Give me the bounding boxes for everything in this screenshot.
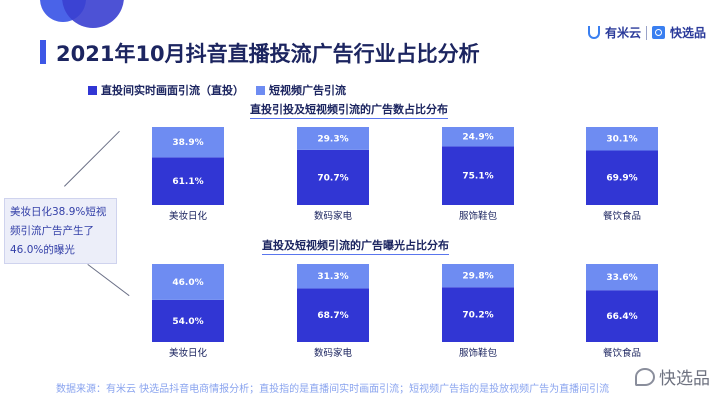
chart-2-value-food-direct: 66.4% [606, 312, 637, 322]
chart-2-title: 直投及短视频引流的广告曝光占比分布 [262, 237, 449, 255]
chart-2-bar-food-direct [586, 290, 658, 342]
chart-2-value-food-short-video: 33.6% [606, 273, 637, 283]
chart-1-value-food-direct: 69.9% [606, 174, 637, 184]
legend-label-direct: 直投间实时画面引流（直投） [101, 84, 244, 97]
chart-2-category-beauty: 美妆日化 [169, 347, 208, 359]
chart-1-bar-food-short-video [586, 127, 658, 151]
chart-2-value-apparel-direct: 70.2% [462, 311, 493, 321]
brand-logo: 有米云 快选品 [587, 24, 706, 41]
chart-2-bar-apparel-short-video [442, 264, 514, 288]
chart-2-bar-digital-direct [297, 288, 369, 342]
chart-1-bar-beauty-direct [152, 157, 224, 205]
chart-1-bar-digital-short-video [297, 127, 369, 150]
chart-1-value-digital-short-video: 29.3% [317, 134, 348, 144]
page-title: 2021年10月抖音直播投流广告行业占比分析 [56, 42, 480, 66]
chart-1-bar-beauty-short-video [152, 127, 224, 158]
watermark-text: 快选品 [659, 369, 710, 389]
kuaixuanpin-logo-icon [651, 26, 665, 39]
brand-divider [645, 25, 647, 40]
chart-2-value-apparel-short-video: 29.8% [462, 272, 493, 282]
annotation-note: 美妆日化38.9%短视频引流广告产生了46.0%的曝光 [4, 198, 117, 264]
chart-1-value-beauty-direct: 61.1% [172, 177, 203, 187]
chart-2-category-apparel: 服饰鞋包 [459, 347, 498, 359]
chart-1-category-food: 餐饮食品 [603, 210, 641, 222]
chart-2-value-digital-short-video: 31.3% [317, 272, 348, 282]
chart-1-value-beauty-short-video: 38.9% [172, 138, 203, 148]
chart-1-value-apparel-short-video: 24.9% [462, 133, 493, 143]
youmi-logo-icon [587, 26, 600, 39]
legend-item-short-video: 短视频广告引流 [256, 82, 346, 98]
chart-2-bar-food-short-video [586, 264, 658, 291]
legend-item-direct: 直投间实时画面引流（直投） [88, 82, 244, 98]
chart-2-value-digital-direct: 68.7% [317, 311, 348, 321]
brand-left-name: 有米云 [604, 26, 641, 40]
title-accent-bar [40, 40, 46, 64]
wechat-icon [635, 367, 655, 386]
chart-2-bar-apparel-direct [442, 287, 514, 342]
chart-2-category-digital: 数码家电 [314, 347, 353, 359]
chart-2-category-food: 餐饮食品 [603, 347, 641, 359]
chart-2-bar-beauty-short-video [152, 264, 224, 300]
chart-2-value-beauty-short-video: 46.0% [172, 278, 203, 288]
chart-1-category-digital: 数码家电 [314, 210, 353, 222]
chart-2-bar-beauty-direct [152, 299, 224, 342]
chart-1-category-apparel: 服饰鞋包 [459, 210, 498, 222]
brand-right-name: 快选品 [669, 26, 706, 40]
legend-swatch-direct [88, 85, 97, 95]
chart-1-bar-digital-direct [297, 149, 369, 205]
legend-swatch-short-video [256, 85, 265, 95]
watermark: 快选品 [635, 364, 710, 389]
chart-1-value-digital-direct: 70.7% [317, 173, 348, 183]
chart-1-title: 直投引投及短视频引流的广告数占比分布 [250, 101, 448, 119]
chart-2-value-beauty-direct: 54.0% [172, 317, 203, 327]
chart-1-value-apparel-direct: 75.1% [462, 172, 493, 182]
chart-legend: 直投间实时画面引流（直投） 短视频广告引流 [88, 82, 346, 98]
chart-2-bar-digital-short-video [297, 264, 369, 289]
chart-1-bar-apparel-direct [442, 146, 514, 205]
legend-label-short-video: 短视频广告引流 [269, 84, 346, 97]
data-source-note: 数据来源：有米云 快选品抖音电商情报分析；直投指的是直播间实时画面引流；短视频广… [56, 384, 610, 395]
chart-1-category-beauty: 美妆日化 [169, 210, 208, 222]
chart-1-value-food-short-video: 30.1% [606, 135, 637, 145]
chart-1-bar-apparel-short-video [442, 127, 514, 147]
chart-1-bar-food-direct [586, 150, 658, 205]
